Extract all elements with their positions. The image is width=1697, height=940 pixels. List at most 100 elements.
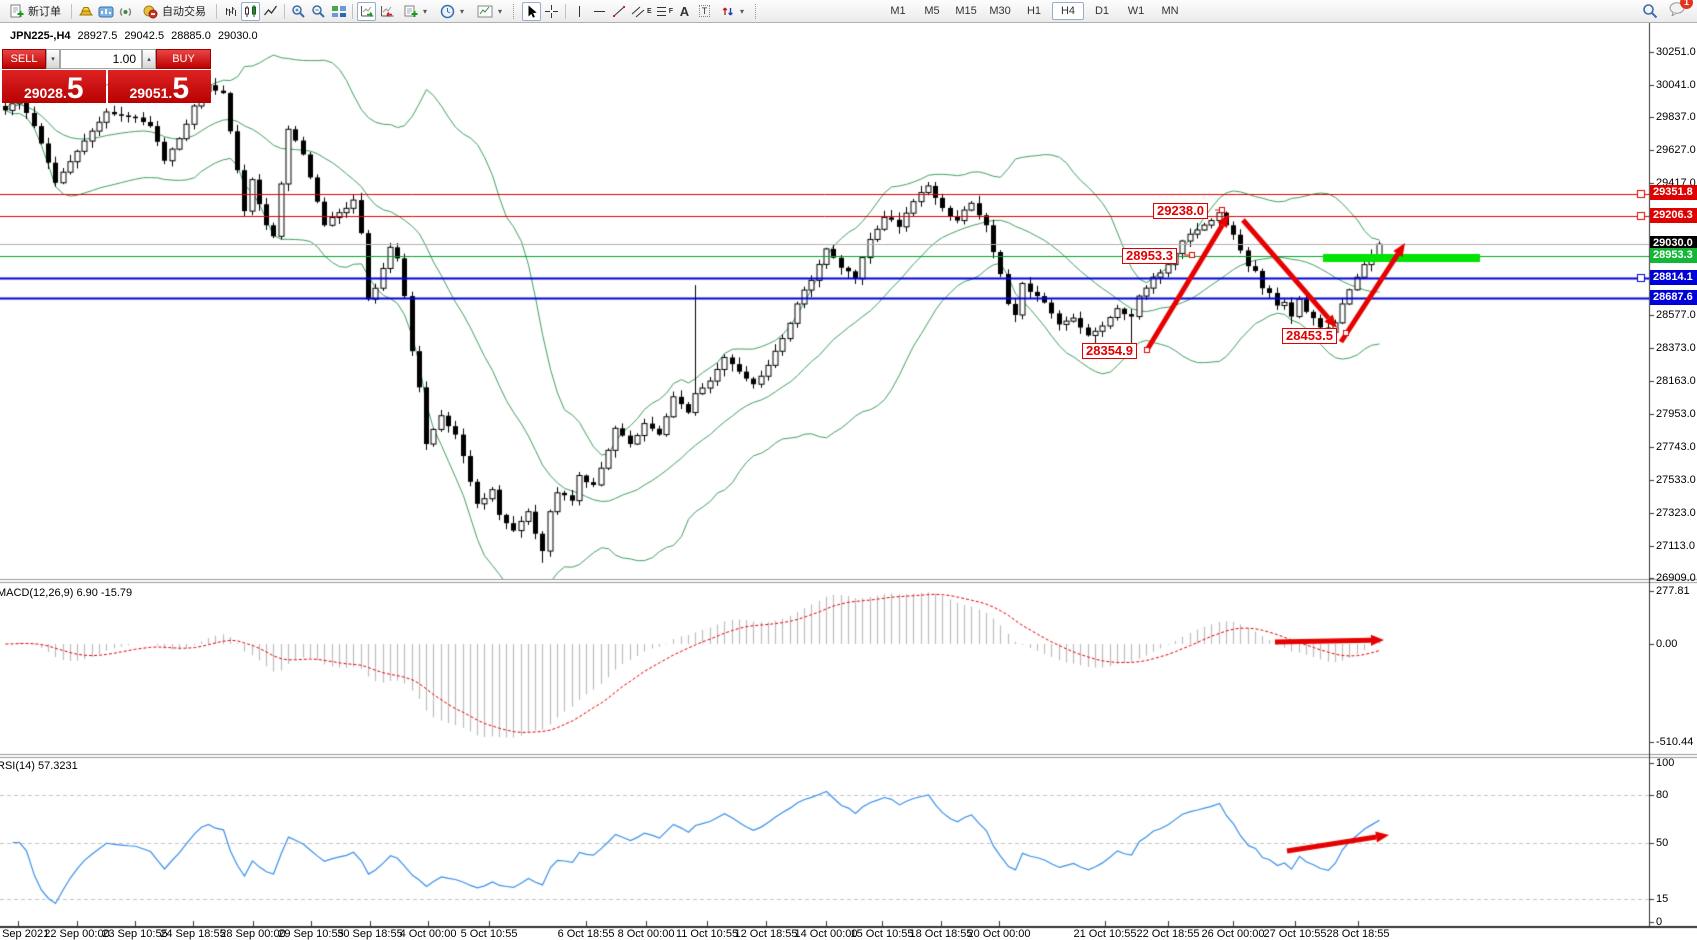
time-axis-label: 22 Sep 00:00	[44, 928, 110, 940]
line-chart-icon	[263, 5, 278, 15]
ohlc-close: 29030.0	[217, 30, 258, 42]
timeframe-button-h4[interactable]: H4	[1052, 2, 1085, 20]
macd-axis-label: 277.81	[1656, 585, 1690, 597]
price-level-tag: 28953.3	[1650, 248, 1697, 263]
text-icon: A	[679, 3, 690, 19]
fibonacci-button[interactable]: F	[654, 2, 674, 21]
cursor-icon	[528, 5, 537, 18]
time-axis-label: 28 Sep 00:00	[220, 928, 286, 940]
gold-icon	[78, 6, 93, 15]
text-button[interactable]: A	[675, 2, 694, 21]
timeframe-button-m15[interactable]: M15	[955, 5, 977, 17]
search-icon[interactable]	[1642, 3, 1658, 19]
price-chart-canvas[interactable]	[0, 23, 1697, 940]
buy-price-pip: 5	[172, 71, 189, 105]
price-level-tag: 28814.1	[1650, 270, 1697, 285]
annotation-box-0[interactable]: 29238.0	[1153, 203, 1208, 219]
arrows-button[interactable]: ▾	[715, 2, 750, 21]
vertical-line-button[interactable]	[570, 2, 589, 21]
buy-price-dot: .	[168, 85, 173, 101]
toolbar-separator	[71, 3, 72, 19]
time-axis-label: 14 Oct 00:00	[794, 928, 858, 940]
rsi-axis-label: 15	[1656, 893, 1669, 905]
timeframe-button-m1[interactable]: M1	[890, 5, 906, 17]
notifications-button[interactable]: 1	[1668, 0, 1693, 21]
volume-input[interactable]	[60, 49, 142, 69]
price-axis-label: 27743.0	[1656, 441, 1696, 453]
zoom-in-icon	[292, 4, 305, 18]
ohlc-low: 28885.0	[171, 30, 211, 42]
zoom-in-button[interactable]	[289, 2, 308, 21]
time-axis-label: 15 Oct 10:55	[850, 928, 914, 940]
volume-increment-button[interactable]: ▴	[142, 49, 156, 69]
new-chart-button[interactable]: ▾	[397, 2, 433, 21]
buy-price-display[interactable]: 29051 . 5	[107, 70, 211, 105]
template-icon	[477, 5, 493, 17]
time-axis-label: 12 Oct 18:55	[734, 928, 798, 940]
symbol-period-label: JPN225-,H4	[10, 30, 71, 42]
equidistant-channel-button[interactable]: E	[630, 2, 653, 21]
time-axis-label: 20 Oct 00:00	[967, 928, 1031, 940]
market-watch-button[interactable]	[76, 2, 95, 21]
price-level-tag: 29206.3	[1650, 208, 1697, 223]
candlestick-chart-button[interactable]	[241, 1, 260, 21]
timeframe-button-m5[interactable]: M5	[924, 5, 940, 17]
price-axis-label: 30251.0	[1656, 46, 1696, 58]
trade-panel-prices: 29028 . 5 29051 . 5	[2, 70, 211, 103]
time-axis-label: 28 Oct 18:55	[1326, 928, 1390, 940]
chevron-down-icon: ▾	[423, 6, 428, 16]
trendline-button[interactable]	[610, 2, 629, 21]
templates-button[interactable]: ▾	[471, 2, 508, 21]
zoom-out-button[interactable]	[309, 2, 328, 21]
macd-indicator-label: MACD(12,26,9) 6.90 -15.79	[0, 587, 133, 599]
one-click-trade-panel: SELL ▾ ▴ BUY 29028 . 5 29051 . 5	[2, 49, 211, 103]
rsi-indicator-label: RSI(14) 57.3231	[0, 760, 78, 772]
fibonacci-glyph: F	[668, 7, 673, 15]
time-axis-label: 18 Oct 18:55	[909, 928, 973, 940]
time-axis-label: 21 Sep 2021	[0, 928, 50, 940]
timeframe-button-w1[interactable]: W1	[1127, 5, 1145, 17]
annotation-box-1[interactable]: 28953.3	[1122, 248, 1177, 264]
timeframe-button-h1[interactable]: H1	[1026, 5, 1042, 17]
price-axis-label: 29627.0	[1656, 144, 1696, 156]
timeframe-button-d1[interactable]: D1	[1094, 5, 1110, 17]
sell-button[interactable]: SELL	[2, 49, 46, 69]
line-chart-button[interactable]	[261, 2, 280, 21]
autotrading-button[interactable]: 自动交易	[136, 2, 212, 21]
fibonacci-icon	[656, 6, 666, 16]
new-order-button[interactable]: 新订单	[3, 2, 67, 21]
toolbar-right-group: 1	[1642, 0, 1694, 21]
arrows-icon	[722, 7, 733, 15]
autotrading-label: 自动交易	[162, 6, 206, 18]
volume-decrement-button[interactable]: ▾	[46, 49, 60, 69]
auto-scroll-button[interactable]	[357, 1, 376, 21]
buy-button[interactable]: BUY	[156, 49, 211, 69]
time-axis-label: 30 Sep 18:55	[337, 928, 403, 940]
chart-profile-button[interactable]	[96, 2, 115, 21]
horizontal-line-button[interactable]	[590, 2, 609, 21]
clock-icon	[440, 4, 455, 18]
signals-button[interactable]	[116, 2, 135, 21]
annotation-box-3[interactable]: 28453.5	[1282, 328, 1337, 344]
text-label-icon: T	[698, 5, 711, 17]
rsi-axis-label: 80	[1656, 789, 1669, 801]
tile-windows-icon	[331, 5, 346, 17]
bar-chart-button[interactable]	[221, 2, 240, 21]
crosshair-button[interactable]	[542, 2, 561, 21]
text-label-button[interactable]: T	[695, 2, 714, 21]
timeframe-button-m30[interactable]: M30	[989, 5, 1011, 17]
sell-price-display[interactable]: 29028 . 5	[2, 70, 106, 103]
price-axis-label: 28373.0	[1656, 342, 1696, 354]
timeframe-toolbar: M1 M5 M15 M30 H1 H4 D1 W1 MN	[882, 2, 1186, 20]
rsi-axis-label: 0	[1656, 916, 1663, 928]
annotation-box-2[interactable]: 28354.9	[1082, 343, 1137, 359]
timeframe-button-mn[interactable]: MN	[1161, 5, 1179, 17]
chart-shift-button[interactable]	[377, 2, 396, 21]
rsi-axis-label: 50	[1656, 837, 1669, 849]
price-axis-label: 27323.0	[1656, 507, 1696, 519]
cursor-button[interactable]	[522, 1, 542, 21]
tile-windows-button[interactable]	[329, 2, 348, 21]
main-toolbar: 新订单 自动交易 ▾ ▾	[0, 0, 1697, 23]
rsi-axis-label: 100	[1656, 757, 1675, 769]
periods-button[interactable]: ▾	[434, 2, 470, 21]
